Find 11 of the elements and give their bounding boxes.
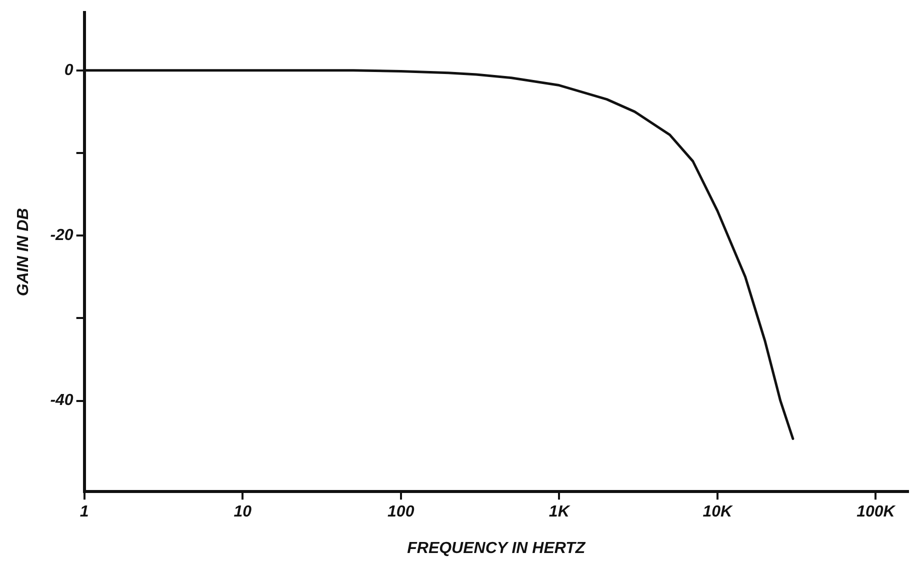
y-tick-label: -40: [50, 392, 74, 410]
x-tick-label: 100: [388, 504, 414, 521]
y-tick-label: 0: [64, 62, 74, 79]
y-axis-title: GAIN IN DB: [15, 208, 32, 296]
x-tick-label: 1: [80, 504, 89, 521]
x-tick-label: 10K: [702, 504, 734, 521]
x-tick-label: 1K: [548, 504, 571, 521]
y-tick-label: -20: [50, 226, 74, 244]
x-axis-title: FREQUENCY IN HERTZ: [407, 540, 586, 557]
x-tick-label: 10: [234, 504, 252, 521]
x-tick-label: 100K: [856, 504, 896, 521]
